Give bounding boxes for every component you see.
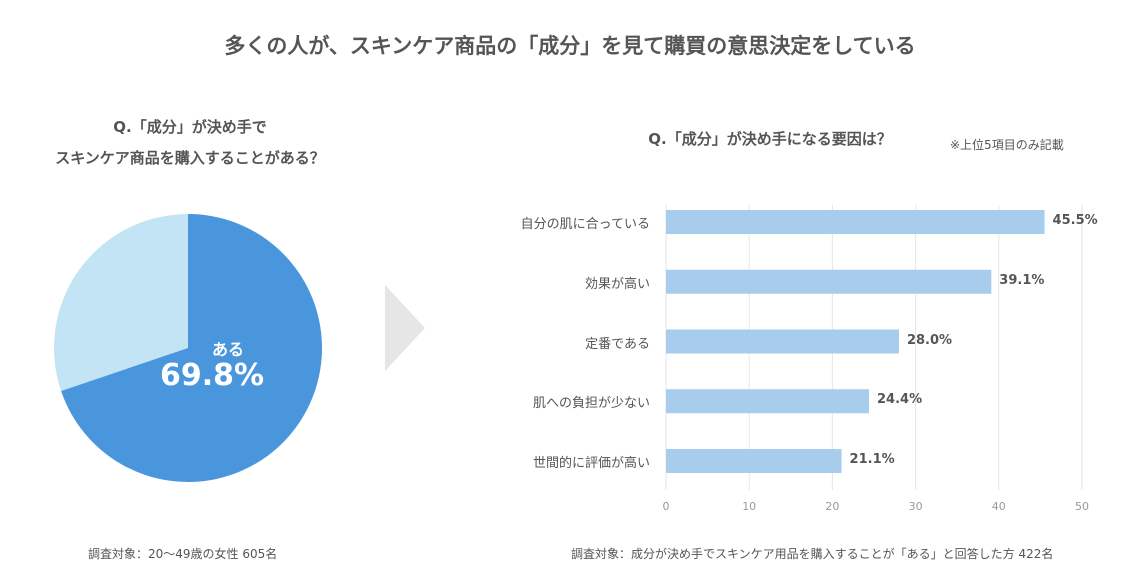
x-tick-label: 50 xyxy=(1075,500,1089,513)
value-label: 39.1% xyxy=(999,272,1045,288)
value-label: 45.5% xyxy=(1052,213,1098,228)
left-question-line1: Q.「成分」が決め手で xyxy=(113,118,267,136)
category-label: 肌への負担が少ない xyxy=(532,396,650,412)
x-tick-label: 0 xyxy=(662,500,670,513)
pie-slice-other xyxy=(54,214,188,392)
top5-note: ※上位5項目のみ記載 xyxy=(950,138,1064,152)
value-label: 21.1% xyxy=(849,452,895,467)
x-tick-label: 30 xyxy=(908,500,923,513)
value-label: 24.4% xyxy=(877,392,923,408)
pie-value: 69.8% xyxy=(160,358,265,393)
x-tick-label: 20 xyxy=(825,500,840,513)
x-tick-label: 10 xyxy=(742,500,757,513)
bar xyxy=(666,449,842,473)
left-footer: 調査対象：20〜49歳の女性 605名 xyxy=(88,547,278,561)
right-footer: 調査対象：成分が決め手でスキンケア用品を購入することが「ある」と回答した方 42… xyxy=(571,547,1054,561)
category-label: 定番である xyxy=(585,336,650,352)
arrow-chevron-icon xyxy=(385,285,425,371)
category-label: 効果が高い xyxy=(584,276,650,292)
page-title: 多くの人が、スキンケア商品の「成分」を見て購買の意思決定をしている xyxy=(224,34,916,58)
left-question-line2: スキンケア商品を購入することがある？ xyxy=(55,149,325,167)
bar xyxy=(666,389,870,414)
category-label: 自分の肌に合っている xyxy=(520,217,650,232)
pie-label: ある xyxy=(211,340,244,359)
pie-slice-aru xyxy=(61,214,322,482)
bar xyxy=(666,329,899,354)
right-question: Q.「成分」が決め手になる要因は？ xyxy=(648,130,892,148)
category-label: 世間的に評価が高い xyxy=(532,456,650,471)
value-label: 28.0% xyxy=(906,332,953,348)
left-question: Q.「成分」が決め手でスキンケア商品を購入することがある？ xyxy=(0,112,380,174)
bar xyxy=(666,210,1045,234)
bar xyxy=(666,269,992,294)
x-tick-label: 40 xyxy=(991,500,1006,513)
